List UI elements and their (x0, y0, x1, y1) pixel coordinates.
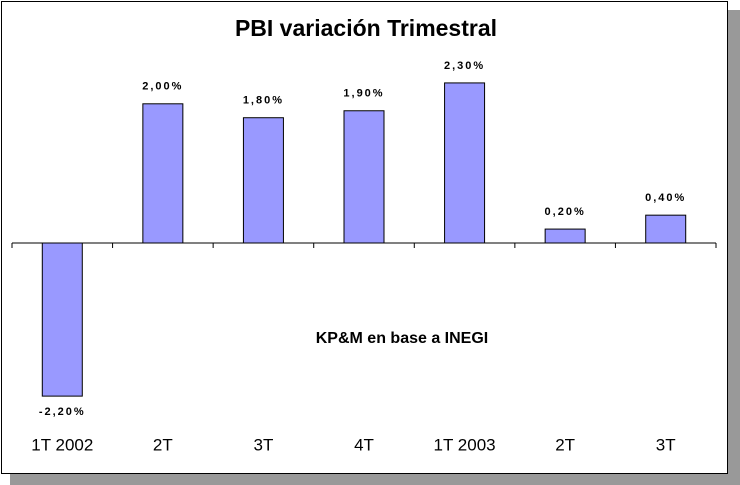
bar (444, 82, 486, 244)
annotation: KP&M en base a INEGI (316, 330, 489, 347)
x-tick-label: 3T (656, 435, 676, 454)
value-label: 0,20% (545, 206, 586, 218)
x-tick-label: 1T 2003 (434, 435, 496, 454)
x-tick-label: 4T (354, 435, 374, 454)
shadow-right (728, 10, 740, 485)
bar (645, 214, 687, 244)
bar (343, 110, 385, 244)
value-label: 0,40% (645, 192, 686, 204)
value-label: 2,30% (444, 60, 485, 72)
value-label: -2,20% (39, 406, 86, 418)
value-label: 2,00% (142, 81, 183, 93)
bar (41, 242, 83, 397)
chart-title: PBI variación Trimestral (235, 15, 497, 41)
bar (544, 228, 586, 244)
x-tick-label: 1T 2002 (31, 435, 93, 454)
x-tick-label: 2T (555, 435, 575, 454)
value-label: 1,80% (243, 95, 284, 107)
x-tick-label: 2T (153, 435, 173, 454)
value-label: 1,90% (343, 88, 384, 100)
bar (242, 117, 284, 244)
x-tick-label: 3T (254, 435, 274, 454)
bar (142, 103, 184, 244)
shadow-bottom (10, 474, 740, 485)
